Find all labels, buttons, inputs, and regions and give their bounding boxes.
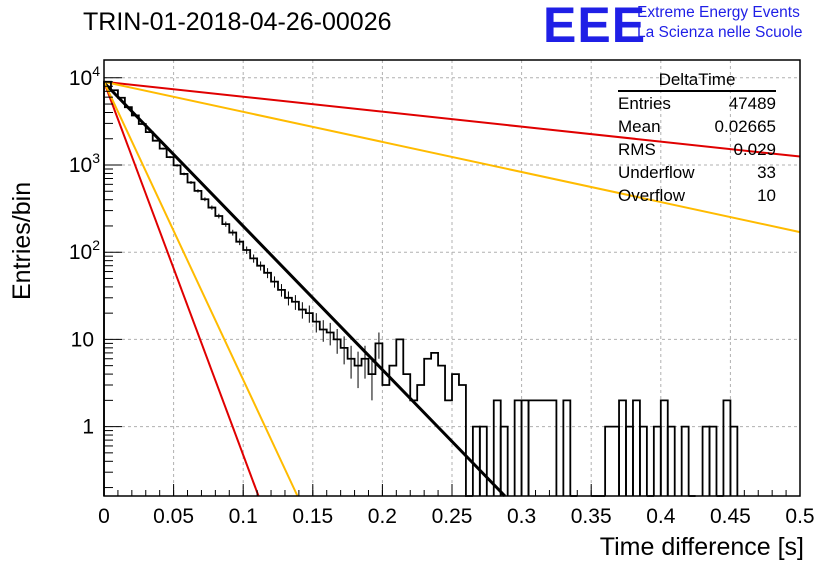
y-tick-label: 1 — [82, 416, 94, 439]
x-tick-label: 0 — [98, 505, 110, 528]
stats-row-mean: Mean 0.02665 — [614, 115, 776, 138]
x-tick-label: 0.3 — [507, 505, 536, 528]
histogram-tail-bin — [520, 399, 530, 496]
logo-line-2: La Scienza nelle Scuole — [637, 24, 803, 41]
histogram-tail-bin — [618, 399, 627, 496]
x-tick-label: 0.2 — [368, 505, 397, 528]
stats-row-entries: Entries 47489 — [614, 92, 776, 115]
x-tick-labels: 0 0.05 0.1 0.15 0.2 0.25 0.3 0.35 0.4 0.45 0.5 — [98, 505, 814, 528]
y-tick-base: 10 — [69, 154, 92, 177]
stats-label: Mean — [618, 117, 661, 136]
logo-text: Extreme Energy Events La Scienza nelle S… — [637, 3, 802, 43]
histogram-tail-bin — [471, 425, 481, 496]
x-tick-label: 0.15 — [292, 505, 333, 528]
histogram-tail-bin — [632, 399, 641, 496]
histogram-tail-bin — [708, 425, 718, 496]
stats-value: 0.029 — [733, 140, 776, 159]
stats-value: 33 — [757, 163, 776, 182]
histogram — [103, 80, 739, 497]
x-tick-label: 0.4 — [646, 505, 676, 528]
histogram-tail-bin — [513, 399, 523, 496]
fit-line — [103, 80, 801, 234]
x-tick-label: 0.5 — [785, 505, 814, 528]
x-tick-label: 0.35 — [571, 505, 612, 528]
eee-logo: EEE — [543, 0, 647, 53]
histogram-tail-bin — [625, 425, 634, 496]
stats-title: DeltaTime — [618, 70, 776, 92]
x-tick-label: 0.1 — [229, 505, 258, 528]
stats-label: Entries — [618, 94, 671, 113]
fit-line — [103, 80, 801, 158]
fit-line — [103, 81, 299, 497]
stats-label: Overflow — [618, 186, 686, 205]
grid-lines — [104, 60, 800, 496]
y-tick-base: 10 — [69, 67, 92, 90]
histogram-tail-bin — [527, 399, 558, 496]
histogram-tail-bin — [729, 425, 739, 496]
histogram-tail-bin — [639, 425, 648, 496]
histogram-tail-bin — [652, 425, 662, 496]
y-axis-label: Entries/bin — [8, 181, 36, 300]
x-tick-label: 0.25 — [432, 505, 473, 528]
histogram-main — [103, 80, 473, 497]
histogram-tail-bin — [562, 399, 572, 496]
histogram-tail-bin — [492, 399, 502, 496]
histogram-tail-bin — [701, 425, 711, 496]
fit-lines — [102, 80, 801, 498]
stats-label: Underflow — [618, 163, 695, 182]
axis-ticks — [103, 77, 801, 496]
fit-line — [103, 81, 260, 497]
fit-line — [102, 81, 506, 498]
y-tick-exponent: 4 — [92, 63, 100, 79]
stats-label: RMS — [618, 140, 656, 159]
histogram-tail-bin — [478, 425, 488, 496]
histogram-tail-bin — [666, 425, 676, 496]
x-axis-label: Time difference [s] — [599, 533, 804, 561]
logo-line-1: Extreme Energy Events — [637, 4, 800, 21]
y-tick-exponent: 3 — [92, 150, 100, 166]
stats-value: 47489 — [728, 94, 776, 113]
histogram-tail-bin — [499, 425, 509, 496]
y-tick-label: 103 — [69, 150, 100, 177]
x-tick-label: 0.45 — [710, 505, 751, 528]
histogram-tail-bin — [604, 425, 620, 496]
histogram-tail-bin — [680, 425, 690, 496]
y-tick-label: 10 — [71, 328, 94, 351]
y-tick-label: 104 — [69, 63, 100, 90]
stats-value: 0.02665 — [714, 117, 776, 136]
y-tick-exponent: 2 — [92, 237, 100, 253]
y-tick-base: 10 — [69, 241, 92, 264]
x-tick-label: 0.05 — [153, 505, 194, 528]
stats-box: DeltaTime Entries 47489 Mean 0.02665 RMS… — [614, 70, 776, 207]
chart-title: TRIN-01-2018-04-26-00026 — [83, 8, 392, 36]
stats-row-rms: RMS 0.029 — [614, 138, 776, 161]
stats-row-underflow: Underflow 33 — [614, 161, 776, 184]
histogram-tail-bin — [659, 399, 669, 496]
histogram-tail-bin — [722, 399, 732, 496]
stats-row-overflow: Overflow 10 — [614, 184, 776, 207]
y-tick-label: 102 — [69, 237, 100, 264]
stats-value: 10 — [757, 186, 776, 205]
